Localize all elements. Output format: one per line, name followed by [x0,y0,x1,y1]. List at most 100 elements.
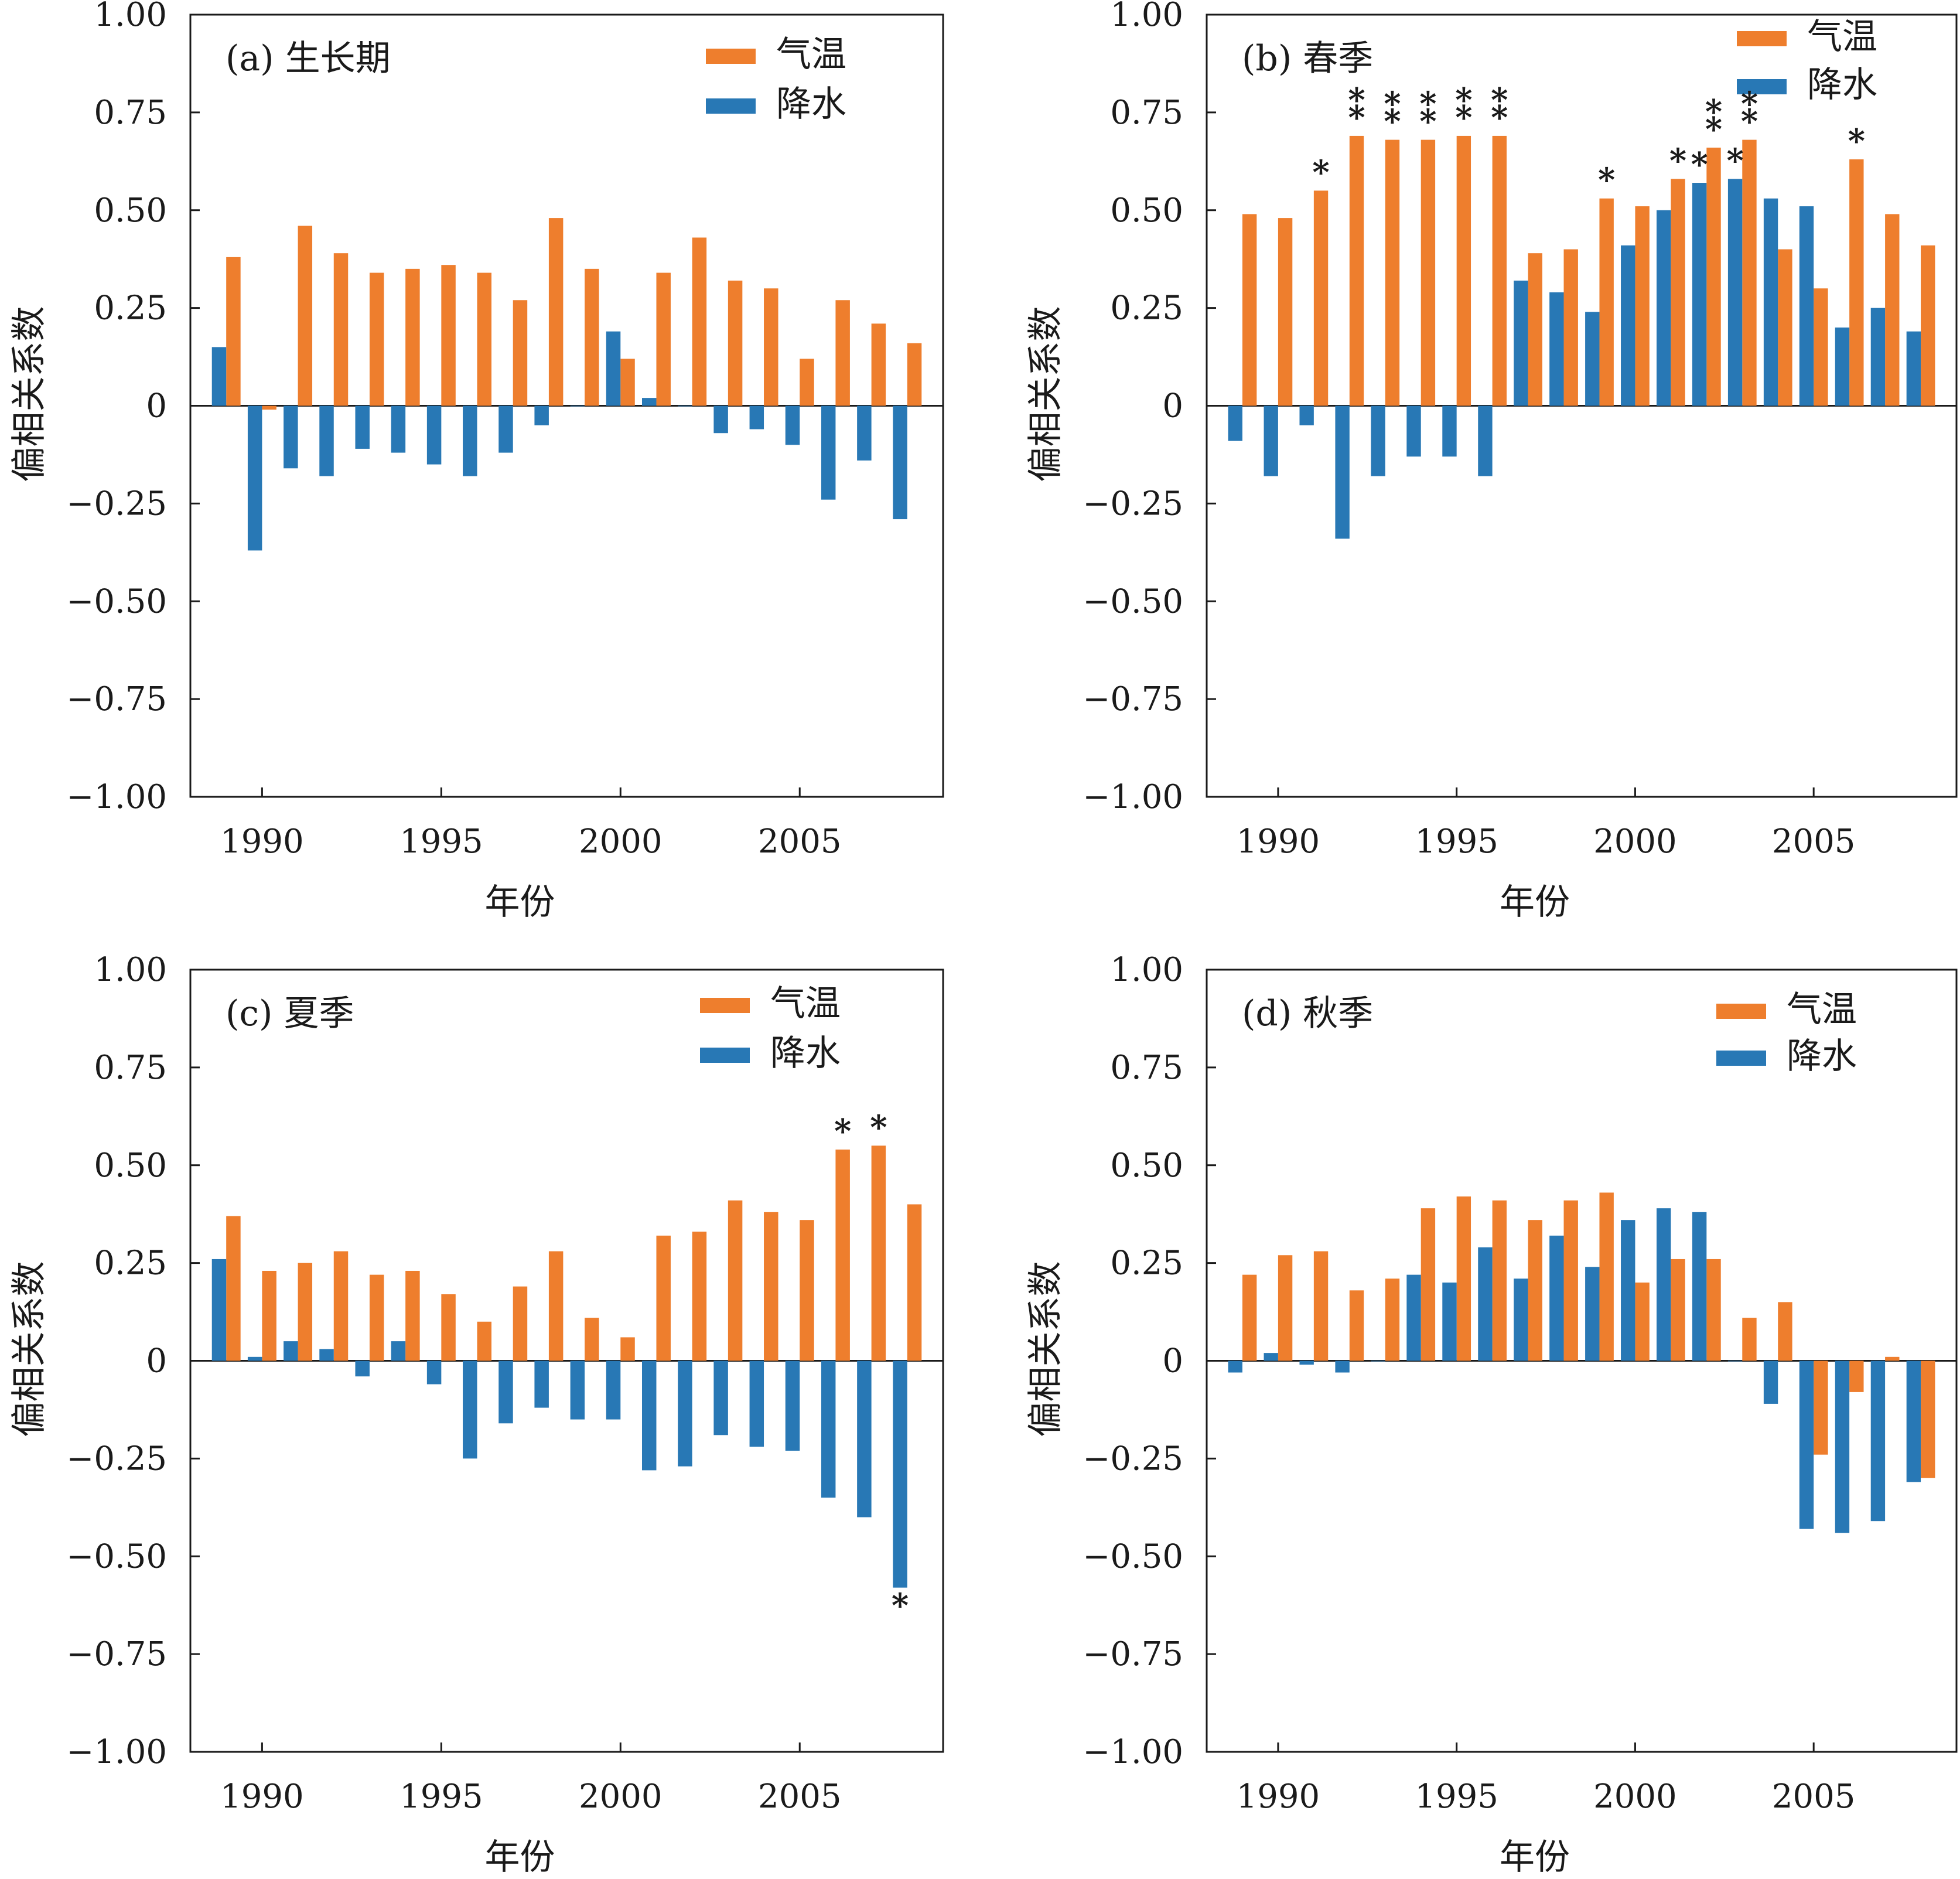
temperature-bar [620,1337,635,1361]
temperature-bar [1492,1200,1507,1361]
y-tick-label: −0.25 [66,485,167,523]
precipitation-bar [1657,1208,1671,1361]
temperature-bar [226,257,241,406]
y-tick-label: −0.50 [66,1537,167,1576]
y-tick-label: −0.75 [66,680,167,718]
precipitation-bar [355,1360,370,1377]
significance-star: * [1348,81,1365,120]
precipitation-bar [463,1360,477,1459]
precipitation-bar [211,347,227,406]
temperature-bar [1563,1200,1578,1361]
precipitation-bar [391,1341,406,1361]
temperature-bar [656,1235,671,1361]
temperature-bar [369,1274,384,1361]
temperature-bar [1278,1255,1293,1361]
significance-star: * [1741,85,1758,124]
temperature-bar [1742,1318,1757,1361]
precipitation-bar [1371,1360,1385,1362]
temperature-bar [1849,159,1864,406]
panel-d: 1.00 0.75 0.50 0.25 0 −0.25 −0.50 −0.75 −1.00 199… [1025,951,1958,1878]
legend-swatch-precipitation [1737,79,1787,94]
precipitation-bar [713,405,728,434]
y-tick-label: 0 [146,387,167,425]
precipitation-bar [1406,1274,1421,1361]
x-tick-label: 2005 [1772,1778,1856,1816]
precipitation-bar [355,405,370,449]
temperature-bar [1385,1278,1400,1361]
y-tick-label: −0.50 [1083,1537,1183,1576]
temperature-bar [477,272,491,406]
legend-label: 气温 [770,983,841,1024]
temperature-bar [620,359,635,406]
significance-star: * [834,1112,851,1151]
significance-star: * [1669,141,1686,180]
y-tick-label: 0.75 [1110,1049,1183,1087]
y-tick-label: −1.00 [1083,1733,1183,1771]
temperature-bar [1456,1196,1471,1361]
x-tick-label: 2005 [758,823,842,861]
temperature-bar [226,1216,241,1361]
precipitation-bar [1442,405,1457,457]
temperature-bar [1599,198,1614,406]
temperature-bar [1742,139,1757,406]
significance-star: * [1419,103,1436,141]
legend-swatch-precipitation [700,1048,750,1063]
temperature-bar [262,1270,276,1361]
precipitation-bar [1335,1360,1350,1373]
precipitation-bar [1228,1360,1242,1373]
y-tick-label: 0.50 [1110,1147,1183,1185]
temperature-bar [835,300,850,406]
temperature-bar [1599,1192,1614,1361]
y-tick-label: 0.25 [94,289,167,328]
temperature-bar [1921,245,1935,406]
y-tick-label: −0.25 [66,1440,167,1478]
temperature-bar [656,272,671,406]
temperature-bar [1635,206,1650,406]
temperature-bar [764,288,778,406]
precipitation-bar [1799,1360,1814,1529]
temperature-bar [441,1294,456,1361]
temperature-bar [1278,218,1293,406]
x-tick-label: 2000 [579,1778,663,1816]
temperature-bar [1528,1220,1542,1361]
precipitation-bar [857,405,872,461]
temperature-bar [1242,214,1257,406]
precipitation-bar [713,1360,728,1435]
panel-title: (d) 秋季 [1242,993,1373,1034]
precipitation-bar [821,405,836,500]
x-tick-label: 1990 [220,1778,304,1816]
precipitation-bar [570,1360,585,1420]
precipitation-bar [1335,405,1350,539]
significance-star: * [1348,98,1365,137]
y-tick-label: 0.75 [94,94,167,132]
x-tick-label: 2005 [1772,823,1856,861]
temperature-bar [1671,179,1685,406]
x-tick-label: 2000 [1593,823,1677,861]
significance-star: * [1741,103,1758,141]
precipitation-bar [1906,1360,1921,1482]
temperature-bar [728,280,743,406]
y-tick-label: 0.75 [94,1049,167,1087]
temperature-bar [548,1251,564,1361]
panel-title: (a) 生长期 [226,38,391,79]
x-tick-label: 1995 [1415,1778,1498,1816]
precipitation-bar [1228,405,1242,441]
temperature-bar [1349,135,1364,406]
legend-label: 降水 [770,1033,841,1074]
y-tick-label: 0.25 [1110,1244,1183,1283]
temperature-bar [1814,288,1828,406]
x-tick-label: 1995 [399,1778,483,1816]
x-tick-label: 1990 [1237,1778,1320,1816]
y-tick-label: 1.00 [94,951,167,989]
precipitation-bar [1264,1353,1278,1361]
temperature-bar [1849,1360,1864,1392]
x-axis-label: 年份 [1500,882,1570,923]
temperature-bar [800,359,814,406]
y-tick-label: −1.00 [1083,778,1183,816]
y-tick-label: 1.00 [94,0,167,34]
legend-swatch-precipitation [1716,1051,1766,1066]
temperature-bar [1385,139,1400,406]
y-tick-label: −0.75 [66,1635,167,1673]
precipitation-bar [284,1341,298,1361]
y-tick-label: 1.00 [1110,951,1183,989]
